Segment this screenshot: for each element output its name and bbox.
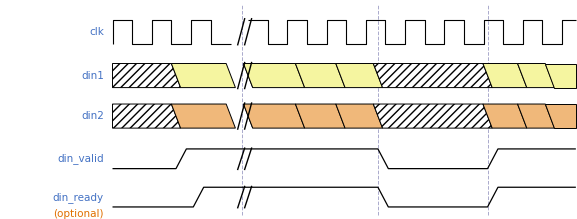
Polygon shape bbox=[336, 104, 383, 128]
Text: (optional): (optional) bbox=[53, 208, 104, 219]
Polygon shape bbox=[373, 64, 492, 88]
Polygon shape bbox=[113, 64, 181, 88]
Polygon shape bbox=[483, 64, 527, 88]
Text: din1: din1 bbox=[81, 71, 104, 81]
Polygon shape bbox=[171, 64, 235, 88]
Polygon shape bbox=[243, 64, 305, 88]
Polygon shape bbox=[243, 104, 253, 128]
Polygon shape bbox=[518, 104, 554, 128]
Polygon shape bbox=[295, 64, 345, 88]
Polygon shape bbox=[518, 64, 554, 88]
Polygon shape bbox=[336, 64, 383, 88]
Polygon shape bbox=[373, 104, 492, 128]
Polygon shape bbox=[243, 104, 305, 128]
Text: clk: clk bbox=[89, 27, 104, 37]
Polygon shape bbox=[295, 104, 345, 128]
Text: din2: din2 bbox=[81, 111, 104, 121]
Polygon shape bbox=[545, 104, 576, 128]
Polygon shape bbox=[171, 104, 235, 128]
Text: din_ready: din_ready bbox=[53, 192, 104, 203]
Text: din_valid: din_valid bbox=[57, 153, 104, 164]
Polygon shape bbox=[483, 104, 527, 128]
Polygon shape bbox=[545, 64, 576, 88]
Polygon shape bbox=[243, 64, 253, 88]
Polygon shape bbox=[113, 104, 181, 128]
